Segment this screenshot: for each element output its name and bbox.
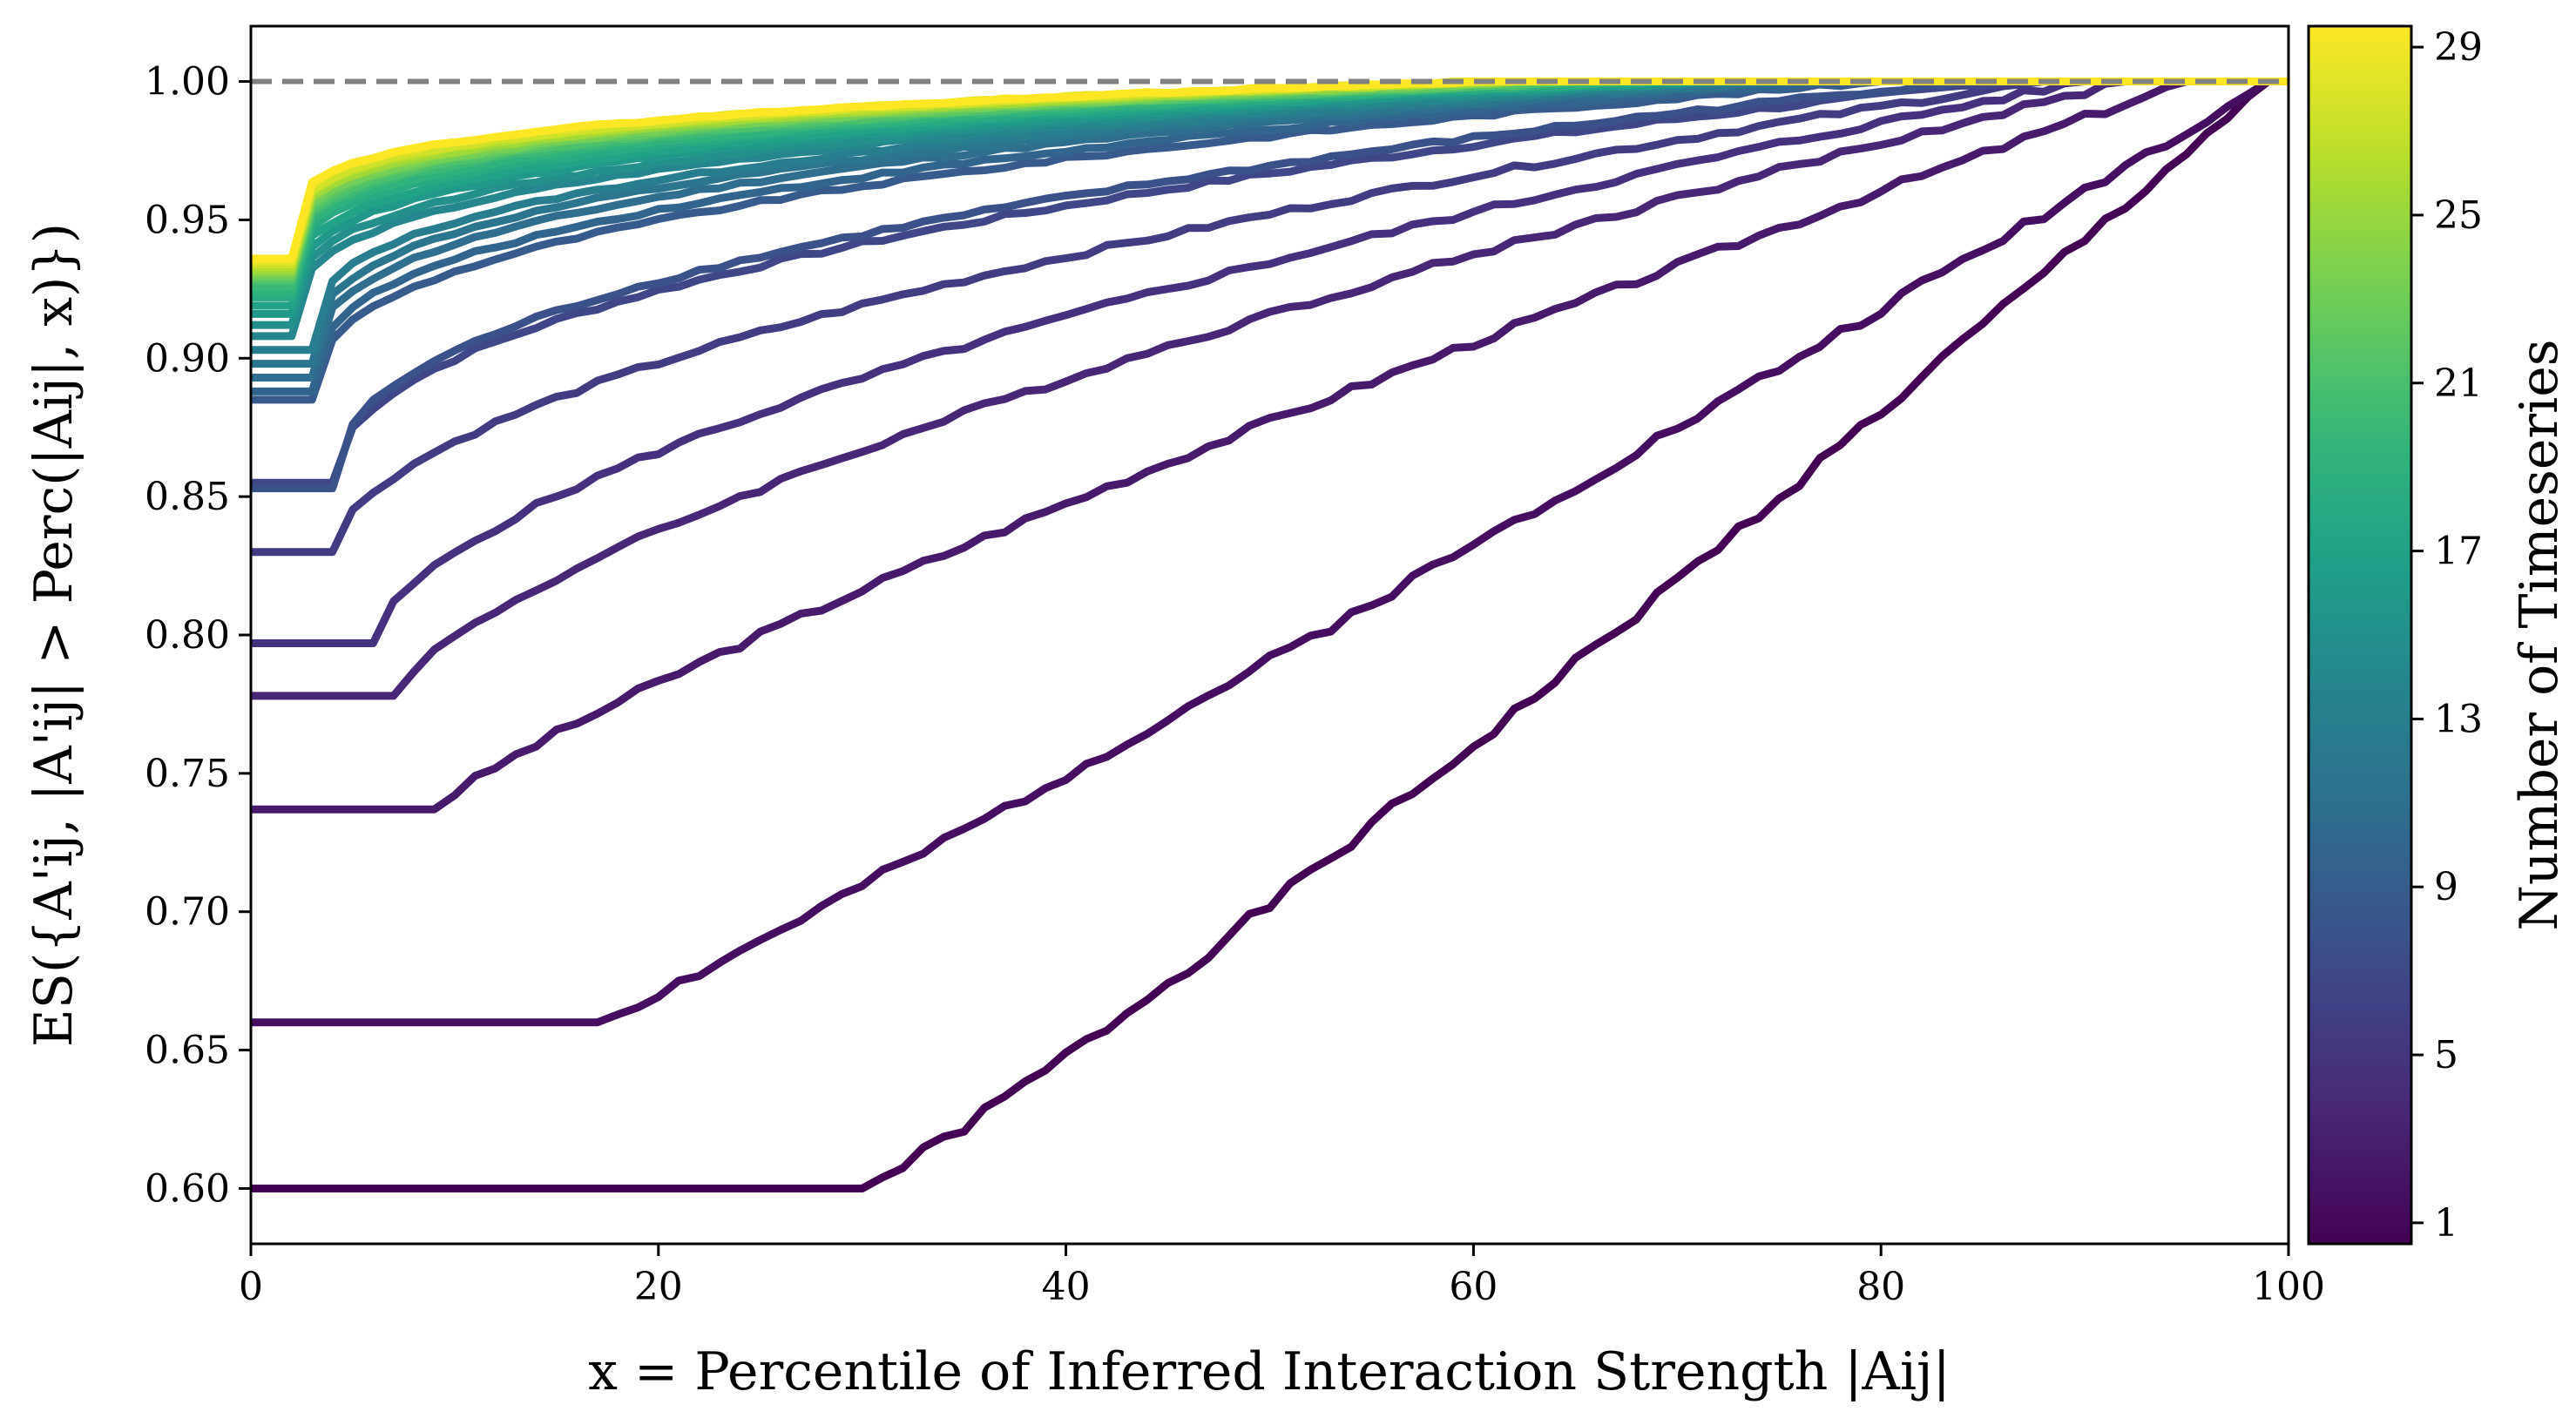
colorbar-tick-label: 13 [2434,697,2483,741]
series-line-1 [251,78,2289,1192]
x-axis: 0 20 40 60 80 100 [239,1244,2325,1309]
x-tick-label: 60 [1449,1265,1498,1309]
y-tick-label: 0.95 [145,198,230,242]
colorbar [2307,24,2413,1246]
series-line-5 [251,78,2289,647]
x-tick-label: 40 [1042,1265,1091,1309]
colorbar-tick-label: 29 [2434,25,2483,70]
series-line-6 [251,78,2289,557]
y-axis-label: ES({A'ij, |A'ij| > Perc(|Aij|, x)}) [24,223,85,1047]
colorbar-tick-label: 9 [2434,865,2458,909]
colorbar-label: Number of Timeseries [2509,339,2570,930]
x-axis-label: x = Percentile of Inferred Interaction S… [588,1341,1951,1402]
y-tick-label: 1.00 [145,60,230,105]
colorbar-tick-label: 1 [2434,1201,2458,1246]
y-axis: 0.60 0.65 0.70 0.75 0.80 0.85 0.90 0.95 1.00 [145,60,251,1211]
x-tick-label: 20 [634,1265,683,1309]
colorbar-tick-label: 5 [2434,1033,2458,1077]
y-tick-label: 0.85 [145,475,230,519]
colorbar-ticks: 1 5 9 13 17 21 25 29 [2411,25,2483,1246]
x-tick-label: 100 [2252,1265,2325,1309]
y-tick-label: 0.70 [145,890,230,935]
x-tick-label: 0 [239,1265,263,1309]
y-tick-label: 0.75 [145,752,230,796]
series-line-3 [251,78,2289,814]
y-tick-label: 0.90 [145,336,230,381]
y-tick-label: 0.65 [145,1029,230,1073]
x-tick-label: 80 [1856,1265,1905,1309]
colorbar-tick-label: 17 [2434,530,2483,574]
y-tick-label: 0.60 [145,1166,230,1211]
series-line-4 [251,78,2289,700]
colorbar-tick-label: 21 [2434,361,2483,406]
series-line-2 [251,78,2289,1027]
plot-background [251,26,2289,1244]
colorbar-tick-label: 25 [2434,193,2483,238]
y-tick-label: 0.80 [145,613,230,658]
